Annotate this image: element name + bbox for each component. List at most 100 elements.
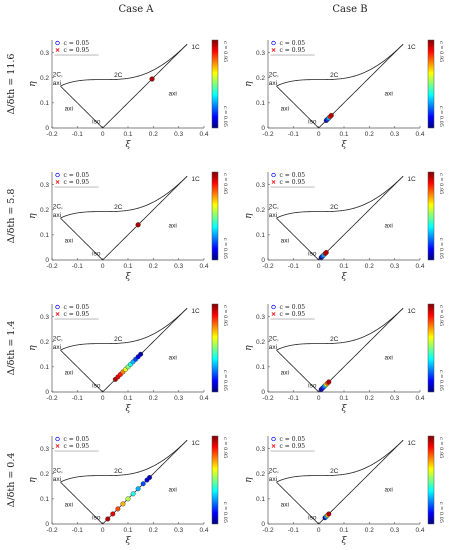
x-tick-label: 0.1: [339, 395, 348, 402]
y-tick-label: 0.1: [40, 232, 49, 239]
x-axis-label: ξ: [342, 536, 348, 546]
triangle-top-curve: [60, 43, 188, 87]
colorbar-top-label: c = 0.95: [222, 41, 228, 62]
data-point: [138, 351, 144, 357]
y-tick-label: 0: [45, 257, 49, 264]
x-tick-label: -0.1: [72, 395, 84, 402]
triangle-top-curve: [60, 307, 188, 351]
scatter-panel: -0.2 -0.1 0 0.1 0.2 0.3 0.4 0 0.1 0.2 0.3 ξ η 1C 2C 2C,…: [244, 39, 444, 150]
label-2c: 2C: [114, 72, 123, 79]
row-label: Δ/δth = 11.6: [6, 54, 17, 115]
legend-circle-marker: [55, 304, 60, 310]
y-tick-label: 0.3: [256, 314, 265, 321]
label-axi-right: axi: [385, 222, 393, 229]
y-tick-label: 0.1: [40, 496, 49, 503]
x-axis-label: ξ: [126, 272, 132, 282]
data-point: [130, 491, 136, 497]
legend-label: c = 0.95: [64, 311, 90, 318]
triangle-left-boundary: [60, 349, 103, 393]
triangle-top-curve: [60, 175, 188, 219]
label-axi-right: axi: [169, 222, 177, 229]
y-tick-label: 0.2: [40, 207, 49, 214]
label-axi-left: axi: [281, 237, 289, 244]
data-point: [105, 516, 111, 522]
label-axi-left: axi: [65, 237, 73, 244]
label-iso: iso: [92, 382, 101, 389]
x-tick-label: 0.3: [390, 527, 399, 534]
label-2c-axi-a: 2C,: [53, 203, 63, 210]
legend-label: c = 0.95: [64, 47, 90, 54]
x-tick-label: -0.2: [262, 263, 274, 270]
legend-x-marker: [271, 48, 276, 52]
label-2c-axi-b: axi: [269, 80, 277, 87]
y-axis-label: η: [244, 81, 254, 87]
colorbar-bottom-label: c = 0.05: [222, 370, 228, 391]
label-1c: 1C: [191, 44, 200, 51]
x-tick-label: 0.4: [415, 527, 424, 534]
label-axi-left: axi: [281, 501, 289, 508]
x-tick-label: 0.3: [174, 395, 183, 402]
x-tick-label: -0.2: [46, 263, 58, 270]
label-axi-right: axi: [169, 354, 177, 361]
scatter-panel: -0.2 -0.1 0 0.1 0.2 0.3 0.4 0 0.1 0.2 0.3 ξ η 1C 2C 2C,…: [244, 435, 444, 546]
triangle-right-boundary: [102, 175, 188, 261]
legend-label: c = 0.05: [64, 436, 90, 443]
label-2c: 2C: [114, 336, 123, 343]
triangle-left-boundary: [276, 349, 319, 393]
legend-label: c = 0.05: [280, 304, 306, 311]
colorbar: [427, 435, 435, 525]
x-tick-label: 0.4: [199, 131, 208, 138]
column-title-case-b: Case B: [332, 4, 367, 15]
label-2c-axi-a: 2C,: [269, 467, 279, 474]
y-tick-label: 0: [261, 389, 265, 396]
colorbar: [211, 171, 219, 261]
legend-x-marker: [55, 444, 60, 448]
colorbar-bottom-label: c = 0.05: [222, 106, 228, 127]
x-tick-label: 0.2: [365, 131, 374, 138]
x-tick-label: 0.1: [339, 527, 348, 534]
legend-label: c = 0.95: [280, 47, 306, 54]
data-point: [135, 222, 141, 228]
x-tick-label: 0.2: [149, 395, 158, 402]
x-tick-label: -0.1: [288, 131, 300, 138]
y-tick-label: 0.2: [256, 75, 265, 82]
scatter-panel: -0.2 -0.1 0 0.1 0.2 0.3 0.4 0 0.1 0.2 0.3 ξ η 1C 2C 2C,…: [244, 171, 444, 282]
y-tick-label: 0: [261, 125, 265, 132]
y-tick-label: 0.3: [40, 314, 49, 321]
legend-circle-marker: [55, 40, 60, 46]
label-axi-right: axi: [385, 486, 393, 493]
colorbar: [427, 39, 435, 129]
label-axi-left: axi: [65, 369, 73, 376]
x-tick-label: 0.1: [123, 263, 132, 270]
legend-label: c = 0.05: [280, 436, 306, 443]
scatter-panel: -0.2 -0.1 0 0.1 0.2 0.3 0.4 0 0.1 0.2 0.3 ξ η 1C 2C 2C,…: [28, 303, 228, 414]
legend-circle-marker: [271, 436, 276, 442]
data-point: [326, 379, 332, 385]
label-1c: 1C: [191, 176, 200, 183]
y-tick-label: 0.1: [256, 496, 265, 503]
x-tick-label: 0.4: [199, 395, 208, 402]
x-tick-label: 0.3: [174, 263, 183, 270]
label-2c-axi-b: axi: [269, 212, 277, 219]
x-tick-label: 0.1: [123, 527, 132, 534]
x-tick-label: 0.1: [339, 263, 348, 270]
colorbar-top-label: c = 0.95: [222, 173, 228, 194]
row-label: Δ/δth = 5.8: [6, 189, 17, 244]
x-tick-label: 0.1: [123, 131, 132, 138]
scatter-panel: -0.2 -0.1 0 0.1 0.2 0.3 0.4 0 0.1 0.2 0.3 ξ η 1C 2C 2C,…: [28, 39, 228, 150]
label-2c-axi-a: 2C,: [269, 335, 279, 342]
legend-x-marker: [55, 312, 60, 316]
label-1c: 1C: [407, 308, 416, 315]
x-tick-label: -0.2: [262, 395, 274, 402]
scatter-panel: -0.2 -0.1 0 0.1 0.2 0.3 0.4 0 0.1 0.2 0.3 ξ η 1C 2C 2C,…: [244, 303, 444, 414]
label-1c: 1C: [407, 440, 416, 447]
data-point: [115, 506, 121, 512]
data-point: [125, 496, 131, 502]
legend-label: c = 0.05: [280, 40, 306, 47]
x-tick-label: 0: [317, 527, 321, 534]
x-tick-label: -0.2: [46, 395, 58, 402]
x-tick-label: 0.4: [199, 263, 208, 270]
triangle-right-boundary: [318, 307, 404, 393]
label-2c-axi-b: axi: [53, 212, 61, 219]
legend-label: c = 0.95: [280, 311, 306, 318]
